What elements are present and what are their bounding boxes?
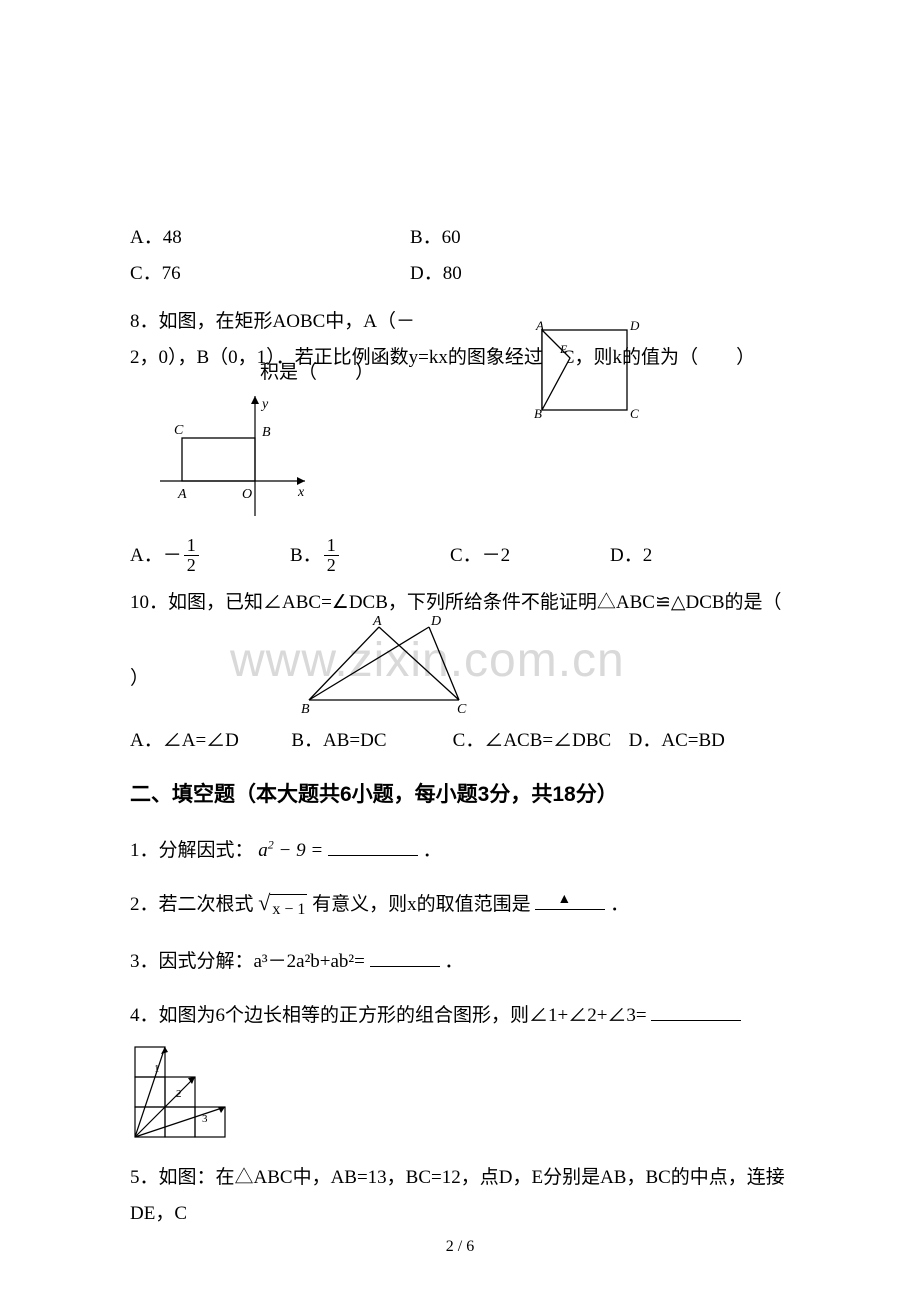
svg-text:D: D [430, 615, 441, 629]
svg-text:1: 1 [154, 1063, 160, 1075]
f1-a: a [258, 840, 268, 861]
svg-text:B: B [262, 425, 271, 440]
svg-text:3: 3 [202, 1113, 208, 1125]
q8-b-num: 1 [324, 536, 339, 556]
q8-opt-b: B． 12 [290, 536, 450, 575]
page-number: 2 / 6 [0, 1232, 920, 1262]
q8-line1: 8．如图，在矩形AOBC中，A（－ [130, 304, 790, 340]
f2-post: 有意义，则x的取值范围是 [312, 894, 531, 915]
fill-2: 2．若二次根式 √x − 1 有意义，则x的取值范围是 ． [130, 887, 790, 925]
q8-line2: 2，0），B（0，1）．若正比例函数y=kx的图象经过点C，则k的值为（ ） [130, 340, 790, 376]
q7-opt-a: A．48 [130, 220, 410, 256]
f5-text: 5．如图：在△ABC中，AB=13，BC=12，点D，E分别是AB，BC的中点，… [130, 1167, 785, 1224]
f4-figure: 1 2 3 [130, 1042, 790, 1142]
q8-opt-c: C．－2 [450, 536, 610, 575]
svg-text:A: A [177, 487, 187, 502]
q8-opt-d: D．2 [610, 536, 770, 575]
q10-opt-c: C．∠ACB=∠DBC [453, 723, 629, 759]
q8-b-pre: B． [290, 538, 322, 574]
q8-a-num: 1 [184, 536, 199, 556]
f4-text: 4．如图为6个边长相等的正方形的组合图形，则∠1+∠2+∠3= [130, 1005, 647, 1026]
svg-text:A: A [535, 320, 544, 333]
q7-options: A．48 B．60 C．76 D．80 [130, 220, 790, 292]
q10-opt-a: A．∠A=∠D [130, 723, 291, 759]
f1-pre: 1．分解因式： [130, 840, 254, 861]
q7-opt-d: D．80 [410, 256, 690, 292]
fill-4: 4．如图为6个边长相等的正方形的组合图形，则∠1+∠2+∠3= [130, 998, 790, 1034]
q7-opt-b: B．60 [410, 220, 690, 256]
svg-text:C: C [174, 423, 184, 438]
f3-blank [370, 948, 440, 967]
q10-close: ） [130, 661, 149, 697]
fill-1: 1．分解因式： a2 − 9 = ． [130, 833, 790, 869]
svg-text:2: 2 [176, 1088, 182, 1100]
svg-text:B: B [301, 702, 310, 715]
q8-opt-a: A．－ 12 [130, 536, 290, 575]
section-2-title: 二、填空题（本大题共6小题，每小题3分，共18分） [130, 775, 790, 815]
svg-text:O: O [242, 487, 252, 502]
f1-rest: − 9 = [274, 840, 323, 861]
f4-blank [651, 1002, 741, 1021]
q10-opt-d: D．AC=BD [629, 723, 790, 759]
f1-tail: ． [423, 840, 442, 861]
q8-block: 8．如图，在矩形AOBC中，A（－ 2，0），B（0，1）．若正比例函数y=kx… [130, 304, 790, 575]
svg-text:C: C [630, 406, 639, 421]
sqrt-icon: √x − 1 [258, 892, 307, 925]
svg-text:D: D [629, 320, 640, 333]
f1-blank [328, 837, 418, 856]
f2-blank [535, 891, 605, 910]
q7-tail-text: 积是（ ） [260, 355, 374, 391]
q10-block: 10．如图，已知∠ABC=∠DCB，下列所给条件不能证明△ABC≌△DCB的是（… [130, 585, 790, 759]
q7-figure: A D B C E [530, 320, 645, 425]
svg-text:x: x [297, 485, 305, 500]
q10-figure: A D B C [289, 615, 519, 715]
q7-opt-c: C．76 [130, 256, 410, 292]
f2-pre: 2．若二次根式 [130, 894, 254, 915]
svg-text:E: E [559, 342, 568, 356]
q8-a-den: 2 [184, 556, 199, 575]
svg-text:y: y [260, 397, 269, 412]
page-content: A D B C E 积是（ ） A．48 B．60 C．76 D．80 8．如图… [130, 220, 790, 1232]
q8-a-pre: A．－ [130, 538, 182, 574]
svg-text:B: B [534, 406, 542, 421]
q8-b-den: 2 [324, 556, 339, 575]
f3-text: 3．因式分解：a³－2a²b+ab²= [130, 951, 365, 972]
f2-tail: ． [610, 894, 629, 915]
q8-options: A．－ 12 B． 12 C．－2 D．2 [130, 536, 790, 575]
svg-text:C: C [457, 702, 467, 715]
fill-5: 5．如图：在△ABC中，AB=13，BC=12，点D，E分别是AB，BC的中点，… [130, 1160, 790, 1232]
q8-figure: y x C B A O [150, 386, 790, 526]
svg-text:A: A [372, 615, 382, 629]
f3-tail: ． [444, 951, 463, 972]
f2-under: x − 1 [270, 894, 307, 925]
q10-opt-b: B．AB=DC [291, 723, 452, 759]
fill-3: 3．因式分解：a³－2a²b+ab²= ． [130, 944, 790, 980]
q10-options: A．∠A=∠D B．AB=DC C．∠ACB=∠DBC D．AC=BD [130, 723, 790, 759]
